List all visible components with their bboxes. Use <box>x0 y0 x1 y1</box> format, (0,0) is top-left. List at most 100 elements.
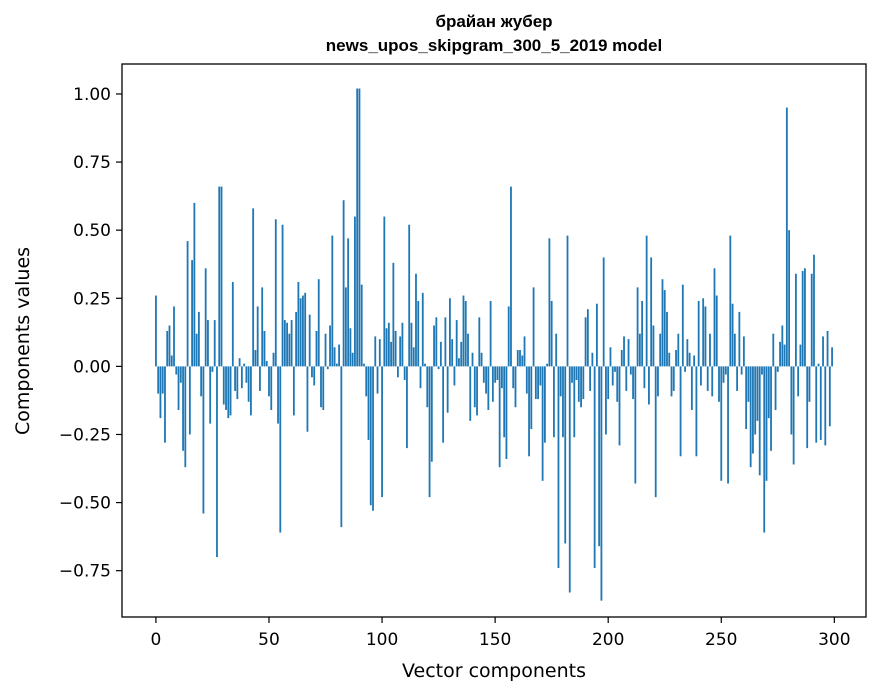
x-tick-label: 250 <box>705 630 737 650</box>
bar <box>186 241 189 367</box>
chart-title: брайан жубер <box>435 12 553 31</box>
bar <box>568 366 571 593</box>
bar <box>761 366 763 375</box>
bar <box>451 339 454 367</box>
bar <box>494 366 497 383</box>
bar <box>396 366 399 378</box>
x-axis-ticks: 0 50 100 150 200 250 300 <box>151 617 851 650</box>
bar <box>559 366 562 397</box>
bar <box>498 366 501 468</box>
bar <box>283 320 286 367</box>
bar <box>209 366 212 424</box>
plot-frame <box>121 63 867 618</box>
bar <box>679 366 682 457</box>
bar <box>421 292 424 367</box>
bar <box>736 366 739 391</box>
bar <box>706 366 709 391</box>
y-tick-label: −0.25 <box>59 425 111 445</box>
bar <box>261 287 264 367</box>
bar <box>634 366 637 484</box>
bar <box>356 88 359 367</box>
bar <box>313 366 316 386</box>
bar <box>263 330 266 367</box>
bar <box>184 366 187 468</box>
bar <box>202 366 205 514</box>
bar <box>813 254 815 367</box>
bar <box>806 366 809 449</box>
bar <box>297 281 300 367</box>
bar <box>164 366 166 443</box>
y-tick-label: 0.50 <box>73 221 111 241</box>
bar <box>211 366 214 372</box>
bar <box>290 320 293 367</box>
bar <box>822 336 824 367</box>
bar <box>593 366 596 568</box>
bar <box>562 366 564 438</box>
bar <box>281 224 284 367</box>
chart-subtitle: news_upos_skipgram_300_5_2019 model <box>325 36 663 55</box>
bar <box>675 350 677 367</box>
bar <box>306 366 309 432</box>
bar <box>541 366 544 481</box>
bar <box>179 366 182 383</box>
bar <box>550 301 553 367</box>
bar <box>720 366 723 481</box>
bar <box>476 366 478 416</box>
bar <box>790 366 793 435</box>
bar <box>292 366 295 416</box>
bar <box>749 366 752 468</box>
bar <box>831 347 833 367</box>
bar <box>155 295 157 367</box>
y-tick-label: 1.00 <box>73 85 111 105</box>
bar <box>351 352 354 367</box>
bar <box>713 268 716 367</box>
bar <box>700 366 702 386</box>
bar <box>406 366 408 449</box>
bar <box>272 352 275 367</box>
bar <box>464 301 467 367</box>
bar <box>175 366 178 375</box>
bar <box>329 325 331 367</box>
bar <box>326 366 329 370</box>
bar <box>632 366 634 400</box>
bar <box>528 366 530 457</box>
bar <box>311 366 313 378</box>
bar <box>808 366 811 402</box>
bar <box>756 366 759 421</box>
bar <box>767 366 770 419</box>
bar <box>295 311 298 367</box>
bar <box>401 322 404 367</box>
bar <box>580 366 582 408</box>
bar <box>227 366 230 419</box>
bar <box>442 366 445 443</box>
bar <box>193 202 196 367</box>
bar <box>643 366 646 389</box>
bar <box>724 366 727 375</box>
bar <box>188 366 191 435</box>
bar <box>815 366 818 443</box>
bar <box>354 216 356 367</box>
bar <box>573 366 576 438</box>
bar <box>265 360 268 367</box>
bar <box>408 224 411 367</box>
bar <box>453 366 456 386</box>
bar <box>792 366 795 465</box>
bar <box>584 317 587 367</box>
bar <box>690 366 693 410</box>
bar <box>256 306 259 367</box>
x-tick-label: 100 <box>366 630 398 650</box>
bar <box>575 366 578 380</box>
bar <box>566 235 569 367</box>
y-tick-label: 0.75 <box>73 153 111 173</box>
bar <box>672 366 675 391</box>
bar <box>410 322 413 367</box>
bar <box>618 366 621 446</box>
bar <box>424 363 426 367</box>
bar <box>817 363 820 367</box>
bar <box>240 366 243 389</box>
bar <box>776 366 779 372</box>
bar <box>222 366 225 405</box>
bar <box>392 262 395 367</box>
bar <box>663 290 666 367</box>
bar <box>439 341 442 367</box>
